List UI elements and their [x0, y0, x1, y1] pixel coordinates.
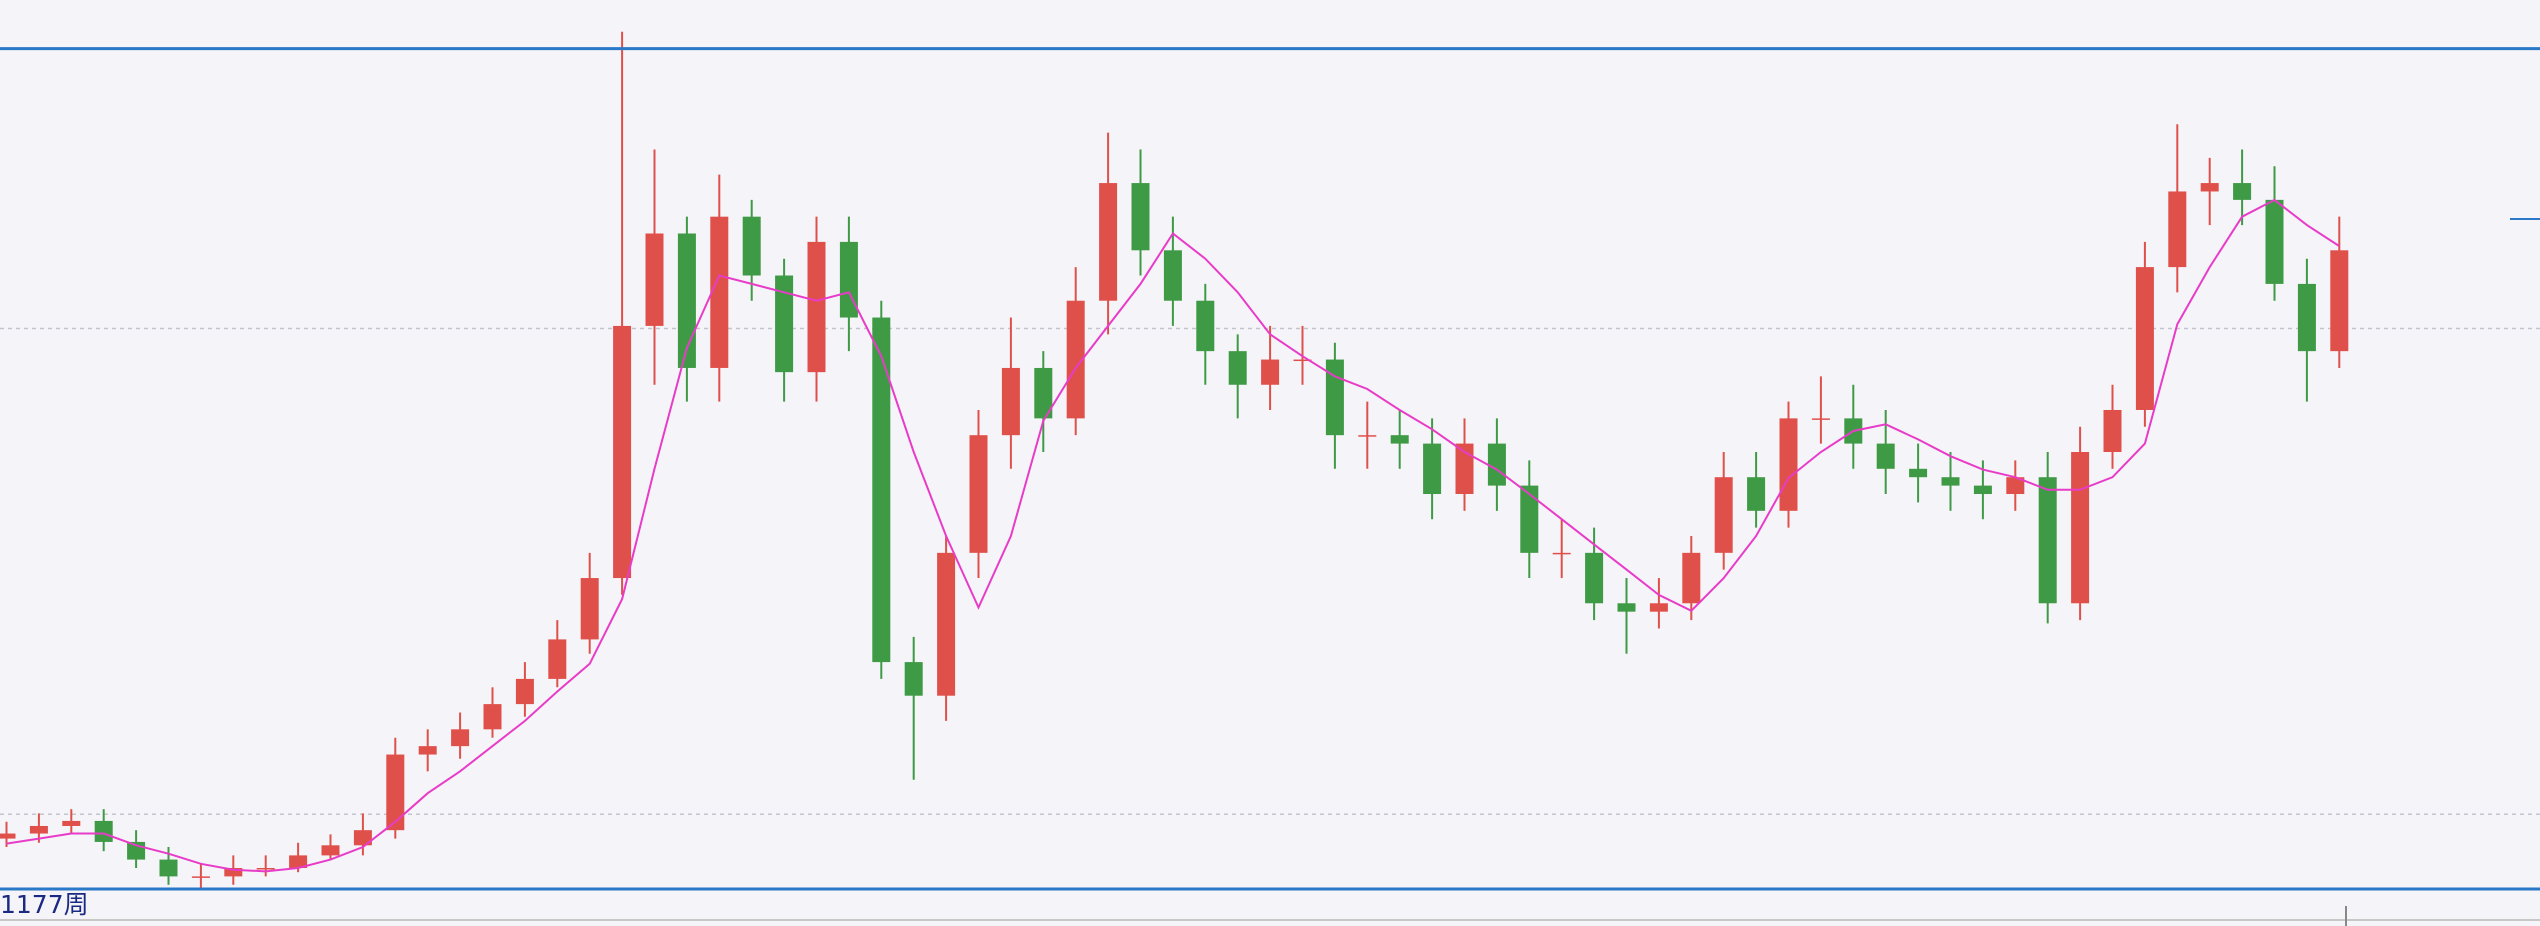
candle-body [62, 820, 81, 826]
candle-body [1325, 359, 1344, 436]
candle-body [159, 859, 178, 877]
candle-body [839, 241, 858, 318]
candle-body [1131, 183, 1150, 251]
candle-body [1973, 485, 1992, 495]
candle-body [1455, 443, 1474, 495]
candle-body [1585, 552, 1604, 604]
candle-body [483, 704, 502, 730]
candle-body [2135, 267, 2154, 410]
candle-body [548, 639, 567, 679]
candle-body [1228, 351, 1247, 385]
candle-body [872, 317, 891, 663]
candle-body [937, 552, 956, 696]
candle-body [451, 729, 470, 747]
footer-label: 1177周 [0, 890, 89, 919]
candle-body [1001, 367, 1020, 436]
candle-body [1649, 603, 1668, 612]
candle-body [418, 746, 437, 755]
candle-body [710, 216, 729, 368]
candle-body [1293, 359, 1312, 362]
candle-body [2103, 409, 2122, 452]
candle-body [321, 845, 340, 856]
candle-body [1390, 435, 1409, 444]
candle-body [224, 867, 243, 877]
candle-body [1520, 485, 1539, 553]
candle-body [677, 233, 696, 368]
candle-body [0, 833, 16, 839]
candle-body [2233, 183, 2252, 200]
candle-body [2200, 183, 2219, 192]
candle-body [1163, 250, 1182, 301]
candle-body [1714, 477, 1733, 553]
candle-body [1552, 552, 1571, 555]
candle-body [1066, 300, 1085, 419]
candle-body [515, 678, 534, 705]
candle-body [1811, 418, 1830, 420]
candle-body [2297, 283, 2316, 352]
candle-body [1941, 477, 1960, 486]
candle-body [94, 820, 113, 842]
candle-body [2006, 477, 2025, 495]
candle-body [1779, 418, 1798, 511]
candle-body [29, 825, 48, 834]
candle-body [1487, 443, 1506, 486]
candle-body [2038, 477, 2057, 604]
candle-body [353, 830, 372, 846]
moving-average [6, 198, 2340, 873]
candle-body [1196, 300, 1215, 352]
candle-body [1034, 367, 1053, 419]
candle-body [191, 876, 210, 878]
candle-body [1261, 359, 1280, 385]
candle-body [1617, 603, 1636, 612]
candle-body [904, 662, 923, 696]
candle-body [807, 241, 826, 373]
candle-body [1423, 443, 1442, 495]
candle-body [775, 275, 794, 373]
candle-body [2071, 451, 2090, 604]
candle-body [2330, 250, 2349, 352]
candle-body [2168, 191, 2187, 268]
candle-body [1747, 477, 1766, 511]
candle-body [1682, 552, 1701, 604]
candle-body [742, 216, 761, 276]
candle-body [1358, 435, 1377, 437]
candle-body [1099, 183, 1118, 301]
candle-body [289, 855, 308, 868]
candle-body [256, 867, 275, 870]
candle-body [613, 325, 632, 579]
candle-body [386, 754, 405, 831]
candle-body [2265, 199, 2284, 284]
candle-body [1909, 468, 1928, 478]
candle-body [969, 435, 988, 553]
candle-body [645, 233, 664, 326]
candle-body [1876, 443, 1895, 469]
candle-body [580, 578, 599, 640]
